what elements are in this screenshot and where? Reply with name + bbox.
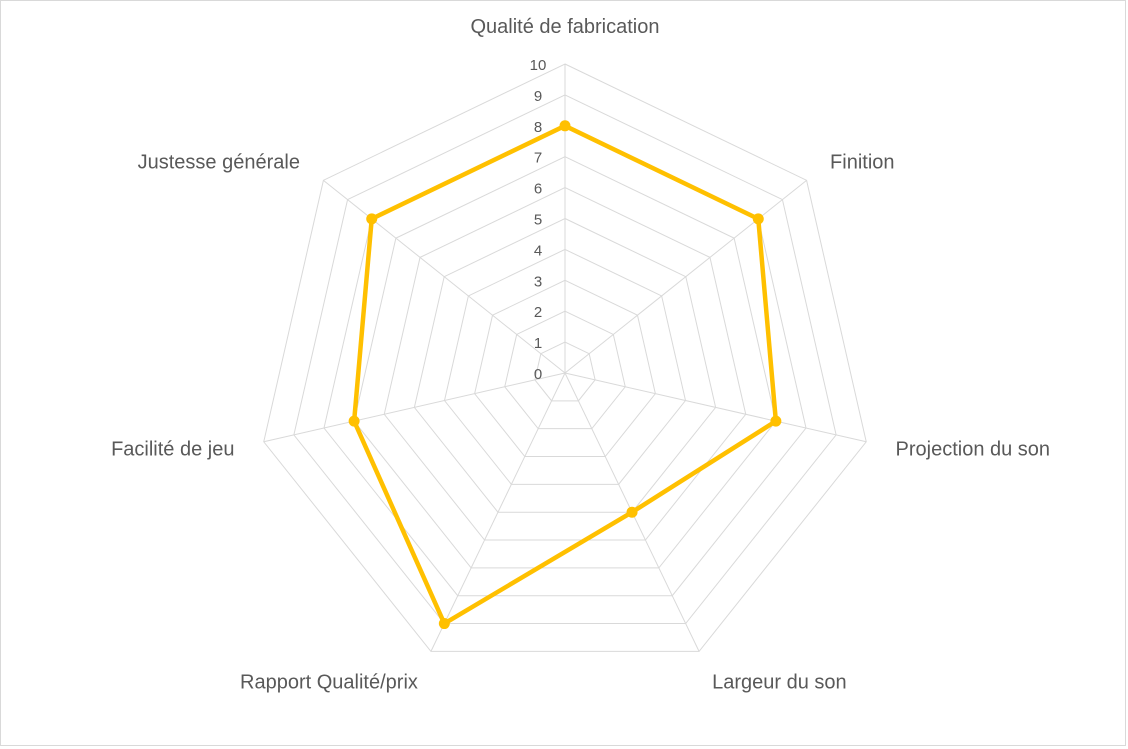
grid-ring-1 — [534, 341, 596, 402]
axis-spoke-4 — [430, 372, 566, 652]
category-label: Largeur du son — [712, 671, 847, 693]
grid-ring-9 — [293, 94, 837, 625]
series-layer — [348, 120, 782, 630]
tick-label: 4 — [534, 242, 542, 259]
category-label: Projection du son — [896, 438, 1051, 460]
axis-spoke-1 — [564, 179, 807, 374]
grid-ring-3 — [474, 279, 656, 458]
grid-layer — [263, 63, 867, 652]
category-labels: Qualité de fabrication Finition Projection… — [111, 16, 1050, 693]
data-point — [348, 415, 360, 427]
data-point — [438, 618, 450, 630]
tick-label: 10 — [530, 57, 547, 74]
tick-label: 3 — [534, 273, 542, 290]
data-point — [752, 213, 764, 225]
tick-label: 0 — [534, 366, 542, 383]
tick-label: 5 — [534, 212, 542, 229]
grid-ring-10 — [263, 63, 867, 652]
axis-spoke-6 — [323, 179, 566, 374]
data-point — [770, 415, 782, 427]
tick-label: 9 — [534, 88, 542, 105]
data-point — [559, 120, 571, 132]
category-label: Justesse générale — [138, 152, 300, 174]
tick-label: 6 — [534, 181, 542, 198]
category-label: Facilité de jeu — [111, 438, 234, 460]
tick-labels: 0 1 2 3 4 5 6 7 8 9 10 — [530, 57, 547, 383]
category-label: Finition — [830, 152, 894, 174]
data-point — [366, 213, 378, 225]
series-line — [351, 123, 779, 626]
axis-spoke-2 — [564, 372, 867, 443]
axis-layer — [263, 64, 867, 652]
category-label: Qualité de fabrication — [470, 16, 659, 38]
data-point — [626, 506, 638, 518]
grid-ring-2 — [504, 310, 626, 430]
tick-label: 7 — [534, 150, 542, 167]
grid-ring-8 — [323, 125, 807, 597]
grid-ring-4 — [443, 248, 687, 485]
tick-label: 8 — [534, 119, 542, 136]
category-label: Rapport Qualité/prix — [240, 671, 418, 693]
grid-ring-5 — [413, 217, 717, 513]
tick-label: 2 — [534, 304, 542, 321]
axis-spoke-5 — [263, 372, 566, 443]
tick-label: 1 — [534, 335, 542, 352]
grid-ring-6 — [383, 187, 747, 541]
grid-ring-7 — [353, 156, 777, 569]
